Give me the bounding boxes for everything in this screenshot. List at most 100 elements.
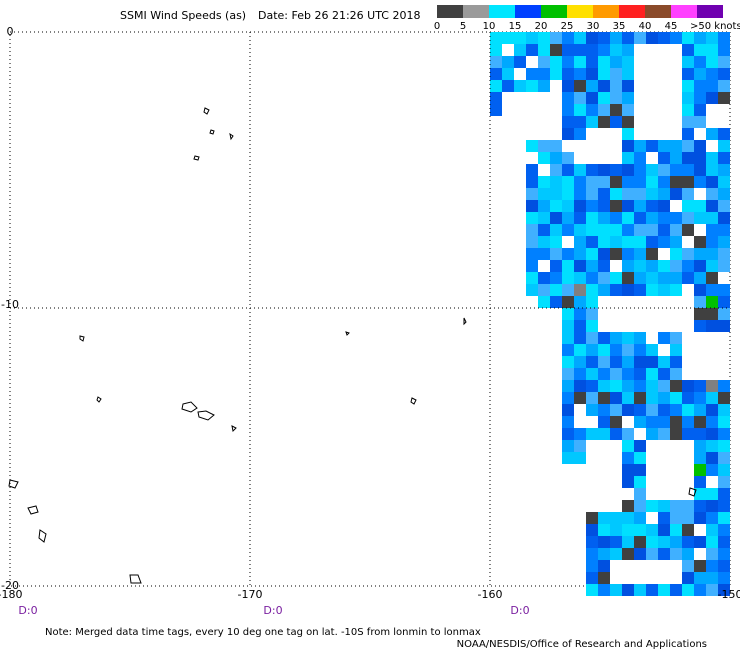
- wind-cell: [718, 320, 730, 332]
- wind-cell: [586, 236, 598, 248]
- wind-cell: [514, 44, 526, 56]
- wind-cell: [718, 56, 730, 68]
- wind-cell: [694, 296, 706, 308]
- wind-cell: [706, 488, 718, 500]
- wind-cell: [610, 248, 622, 260]
- wind-cell: [526, 32, 538, 44]
- wind-cell: [670, 152, 682, 164]
- wind-cell: [682, 536, 694, 548]
- coastlines: [8, 107, 697, 584]
- wind-cell: [694, 320, 706, 332]
- wind-cell: [682, 68, 694, 80]
- wind-cell: [670, 512, 682, 524]
- wind-cell: [634, 260, 646, 272]
- wind-cell: [634, 356, 646, 368]
- wind-cell: [526, 248, 538, 260]
- wind-cell: [694, 512, 706, 524]
- wind-cell: [622, 476, 634, 488]
- wind-cell: [562, 116, 574, 128]
- wind-cell: [562, 308, 574, 320]
- wind-cell: [670, 584, 682, 596]
- wind-cell: [718, 560, 730, 572]
- wind-cell: [634, 236, 646, 248]
- wind-cell: [550, 260, 562, 272]
- wind-cell: [682, 380, 694, 392]
- wind-cell: [610, 116, 622, 128]
- wind-cell: [694, 200, 706, 212]
- wind-cell: [598, 44, 610, 56]
- wind-cell: [718, 584, 730, 596]
- wind-cell: [694, 152, 706, 164]
- wind-cell: [574, 344, 586, 356]
- wind-cell: [634, 164, 646, 176]
- wind-cell: [586, 56, 598, 68]
- wind-cell: [658, 224, 670, 236]
- wind-cell: [694, 140, 706, 152]
- wind-cell: [574, 212, 586, 224]
- wind-cell: [526, 80, 538, 92]
- wind-cell: [694, 416, 706, 428]
- wind-cell: [598, 356, 610, 368]
- wind-cell: [610, 188, 622, 200]
- wind-cell: [550, 200, 562, 212]
- wind-cell: [670, 428, 682, 440]
- wind-cell: [622, 584, 634, 596]
- wind-cell: [598, 380, 610, 392]
- wind-cell: [670, 368, 682, 380]
- wind-cell: [670, 248, 682, 260]
- wind-cell: [610, 236, 622, 248]
- wind-cell: [622, 44, 634, 56]
- wind-cell: [574, 272, 586, 284]
- colorbar-label: 35: [613, 21, 626, 32]
- wind-cell: [670, 548, 682, 560]
- wind-cell: [706, 188, 718, 200]
- wind-cell: [706, 92, 718, 104]
- wind-cell: [658, 176, 670, 188]
- wind-cell: [502, 68, 514, 80]
- wind-cell: [646, 524, 658, 536]
- wind-cell: [718, 164, 730, 176]
- wind-cell: [538, 188, 550, 200]
- wind-cell: [682, 104, 694, 116]
- wind-cell: [634, 476, 646, 488]
- wind-cell: [646, 188, 658, 200]
- wind-cell: [706, 260, 718, 272]
- wind-cell: [634, 272, 646, 284]
- wind-cell: [658, 380, 670, 392]
- wind-cell: [610, 68, 622, 80]
- wind-cell: [646, 164, 658, 176]
- wind-cell: [718, 248, 730, 260]
- wind-cell: [634, 368, 646, 380]
- wind-cell: [670, 224, 682, 236]
- wind-cell: [622, 272, 634, 284]
- wind-cell: [490, 44, 502, 56]
- wind-cell: [658, 548, 670, 560]
- wind-cell: [586, 584, 598, 596]
- wind-cell: [574, 248, 586, 260]
- wind-cell: [562, 152, 574, 164]
- colorbar-swatch: [567, 5, 593, 18]
- lon-label: -160: [478, 588, 503, 601]
- wind-cell: [718, 224, 730, 236]
- wind-cell: [586, 380, 598, 392]
- wind-cell: [622, 464, 634, 476]
- wind-cell: [610, 368, 622, 380]
- wind-cell: [586, 368, 598, 380]
- wind-cell: [634, 404, 646, 416]
- wind-cell: [682, 200, 694, 212]
- wind-cell: [550, 188, 562, 200]
- wind-cell: [598, 224, 610, 236]
- wind-cell: [622, 500, 634, 512]
- wind-cell: [598, 212, 610, 224]
- wind-cell: [706, 200, 718, 212]
- wind-cell: [658, 200, 670, 212]
- wind-cell: [670, 284, 682, 296]
- wind-cell: [634, 392, 646, 404]
- wind-cell: [658, 428, 670, 440]
- wind-cell: [526, 236, 538, 248]
- wind-cell: [646, 500, 658, 512]
- wind-cell: [586, 284, 598, 296]
- wind-cell: [598, 404, 610, 416]
- wind-cell: [646, 380, 658, 392]
- wind-cell: [562, 344, 574, 356]
